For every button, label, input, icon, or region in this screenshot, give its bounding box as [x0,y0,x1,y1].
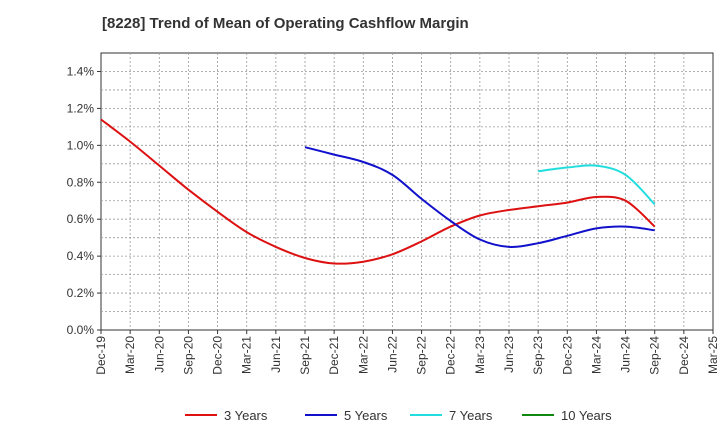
series-line-5-years [304,146,655,248]
x-tick-label: Dec-22 [444,336,458,375]
x-axis: Dec-19 Mar-20 Jun-20 Sep-20 Dec-20 Mar-21 Jun-… [94,330,720,375]
y-axis: 0.0% 0.2% 0.4% 0.6% 0.8% 1.0% 1.2% 1.4% [67,64,101,337]
x-tick-label: Sep-24 [648,336,662,375]
x-tick-label: Dec-20 [211,336,225,375]
legend-label-10-years: 10 Years [561,408,612,423]
x-tick-label: Dec-21 [327,336,341,375]
x-tick-label: Dec-24 [677,336,691,375]
x-tick-label: Jun-24 [619,336,633,373]
plot-area [100,52,714,331]
series-lines [100,118,656,265]
x-tick-label: Jun-23 [502,336,516,373]
x-tick-label: Jun-22 [385,336,399,373]
x-tick-label: Mar-25 [706,336,720,374]
y-tick-label: 1.2% [67,101,95,115]
x-tick-label: Jun-21 [269,336,283,373]
x-tick-label: Mar-20 [123,336,137,374]
x-tick-label: Dec-23 [560,336,574,375]
x-tick-label: Mar-23 [473,336,487,374]
legend-label-7-years: 7 Years [449,408,493,423]
x-tick-label: Sep-23 [531,336,545,375]
y-tick-label: 0.0% [67,323,95,337]
x-tick-label: Sep-21 [298,336,312,375]
x-tick-label: Sep-22 [415,336,429,375]
y-tick-label: 0.2% [67,286,95,300]
y-tick-label: 0.8% [67,175,95,189]
chart-title: [8228] Trend of Mean of Operating Cashfl… [102,15,469,32]
y-tick-label: 0.6% [67,212,95,226]
y-tick-label: 1.0% [67,138,95,152]
x-tick-label: Mar-24 [589,336,603,374]
x-tick-label: Jun-20 [152,336,166,373]
x-tick-label: Mar-22 [356,336,370,374]
legend-label-5-years: 5 Years [344,408,388,423]
x-tick-label: Mar-21 [240,336,254,374]
grid-lines [101,53,713,330]
series-line-3-years [100,118,656,265]
x-tick-label: Dec-19 [94,336,108,375]
legend-label-3-years: 3 Years [224,408,268,423]
y-tick-label: 1.4% [67,64,95,78]
legend: 3 Years 5 Years 7 Years 10 Years [185,408,612,423]
series-line-7-years [537,164,656,206]
y-tick-label: 0.4% [67,249,95,263]
x-tick-label: Sep-20 [181,336,195,375]
